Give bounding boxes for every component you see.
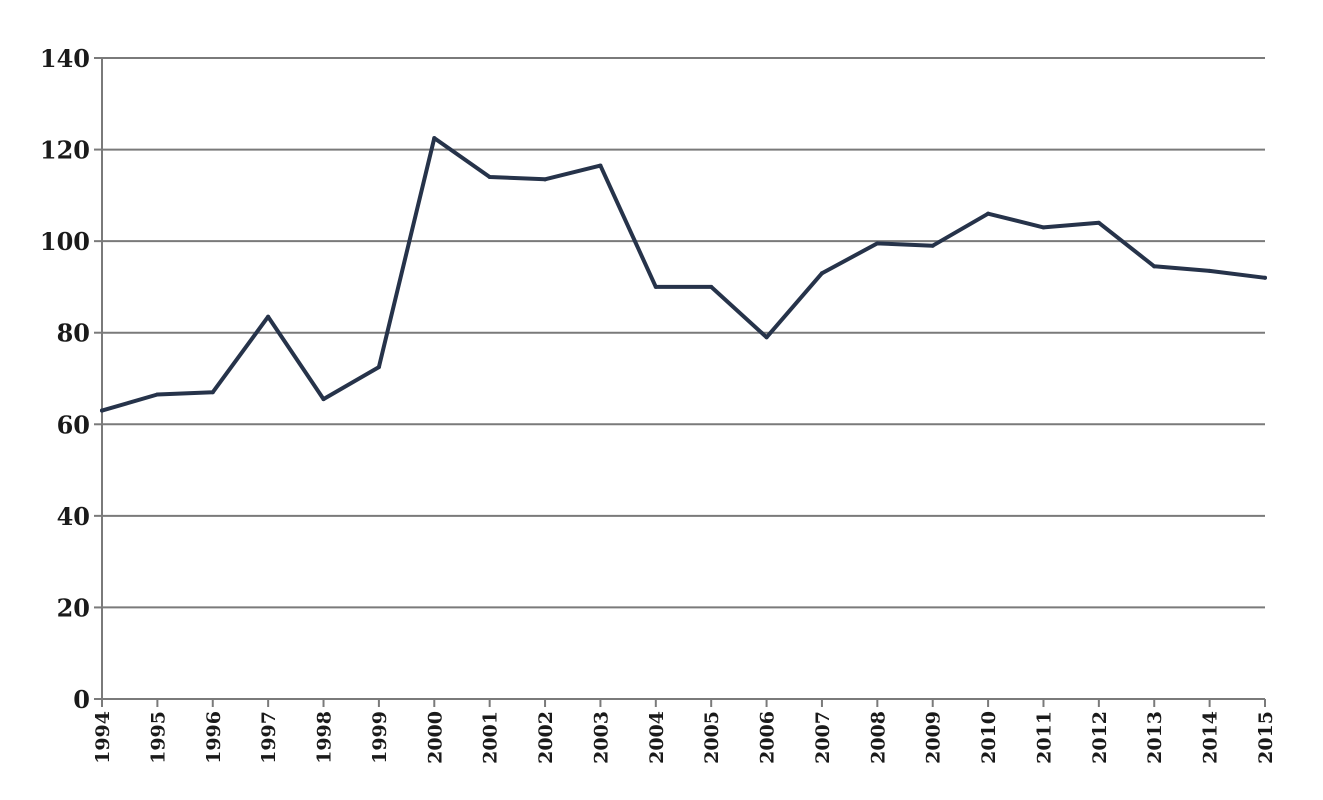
data-point-2006	[764, 335, 769, 340]
data-point-2014	[1207, 268, 1212, 273]
x-tick-label: 1999	[369, 711, 391, 764]
y-tick-label: 0	[73, 685, 90, 714]
x-tick-label: 2000	[424, 711, 446, 764]
x-tick-label: 2007	[812, 711, 834, 764]
series-line-0	[100, 136, 1267, 413]
data-point-2005	[709, 284, 714, 289]
x-tick-labels: 1994 1995 1996 1997 1998 1999 2000 2001 2002 2003…	[92, 711, 1277, 764]
x-tick-label: 2008	[867, 711, 889, 764]
data-point-2013	[1152, 264, 1157, 269]
x-tick-label: 1994	[92, 711, 114, 764]
data-point-1997	[266, 314, 271, 319]
grid-lines	[102, 57, 1265, 609]
y-tick-label: 140	[40, 44, 90, 73]
x-tick-label: 2012	[1089, 711, 1111, 764]
x-tick-label: 2014	[1200, 711, 1222, 764]
data-point-2001	[487, 175, 492, 180]
x-tick-label: 1995	[147, 711, 169, 764]
data-point-2003	[598, 163, 603, 168]
x-tick-label: 2002	[535, 711, 557, 764]
x-tick-label: 1996	[203, 711, 225, 764]
x-tick-label: 2010	[978, 711, 1000, 764]
data-point-2010	[986, 211, 991, 216]
x-tick-label: 2013	[1144, 711, 1166, 764]
y-tick-label: 80	[57, 319, 90, 348]
y-tick-label: 120	[40, 136, 90, 165]
x-tick-label: 2003	[590, 711, 612, 764]
data-point-2012	[1096, 220, 1101, 225]
data-point-2008	[875, 241, 880, 246]
data-point-1999	[376, 365, 381, 370]
data-point-2002	[543, 177, 548, 182]
x-tick-label: 1997	[258, 711, 280, 764]
data-point-2007	[819, 271, 824, 276]
x-tick-label: 2011	[1033, 711, 1055, 764]
series	[100, 136, 1267, 413]
y-tick-label: 100	[40, 227, 90, 256]
data-point-1995	[155, 392, 160, 397]
x-tick-label: 2006	[757, 711, 779, 764]
x-tick-label: 2001	[480, 711, 502, 764]
data-point-2004	[653, 284, 658, 289]
data-point-1996	[210, 390, 215, 395]
y-tick-label: 60	[57, 410, 90, 439]
y-tick-label: 20	[57, 593, 90, 622]
x-tick-label: 2015	[1255, 711, 1277, 764]
data-point-2015	[1263, 275, 1267, 280]
y-tick-labels: 0 20 40 60 80 100 120 140	[40, 44, 90, 714]
x-tick-label: 1998	[314, 711, 336, 764]
data-point-2000	[432, 136, 437, 141]
axes	[94, 57, 1266, 707]
x-tick-label: 2005	[701, 711, 723, 764]
data-point-2009	[930, 243, 935, 248]
x-tick-label: 2004	[646, 711, 668, 764]
x-tick-label: 2009	[923, 711, 945, 764]
y-tick-label: 40	[57, 502, 90, 531]
data-point-2011	[1041, 225, 1046, 230]
data-point-1998	[321, 397, 326, 402]
data-point-1994	[100, 408, 104, 413]
